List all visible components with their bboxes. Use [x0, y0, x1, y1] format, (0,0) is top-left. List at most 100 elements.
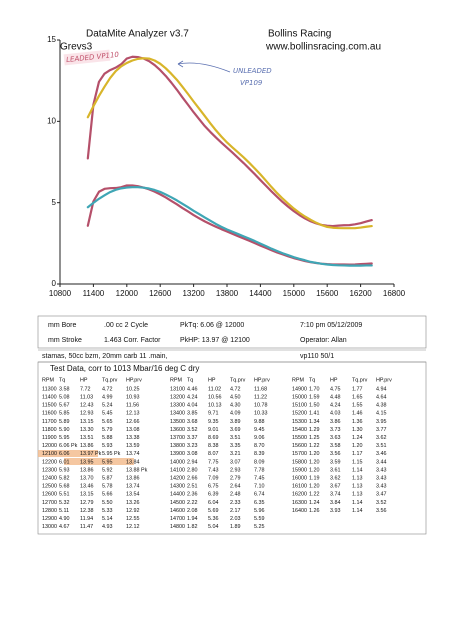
- table-cell: 3.07: [230, 459, 241, 465]
- x-tick-label: 13200: [182, 289, 205, 298]
- table-cell: 5.95: [102, 459, 113, 465]
- table-cell: 8.07: [208, 451, 219, 457]
- table-cell: 7.09: [208, 476, 219, 482]
- table-header: Tq: [309, 377, 315, 383]
- table-cell: 4.99: [102, 395, 113, 401]
- table-cell: 13.46: [80, 484, 94, 490]
- table-cell: 15400: [292, 427, 307, 433]
- table-cell: 12.93: [80, 411, 94, 417]
- table-cell: 8.69: [208, 435, 219, 441]
- table-cell: 3.44: [376, 459, 387, 465]
- table-cell: 13.84: [126, 459, 140, 465]
- table-cell: 3.95: [376, 419, 387, 425]
- table-cell: 7.78: [254, 467, 265, 473]
- table-cell: 13.08: [126, 427, 140, 433]
- table-cell: 1.36: [352, 419, 363, 425]
- table-cell: 2.51: [187, 484, 198, 490]
- table-cell: 10.93: [126, 395, 140, 401]
- table-cell: 6.75: [208, 484, 219, 490]
- table-cell: 16000: [292, 476, 307, 482]
- table-cell: 9.88: [254, 419, 265, 425]
- table-cell: 3.84: [330, 500, 341, 506]
- table-cell: 3.21: [230, 451, 241, 457]
- table-cell: 10.25: [126, 386, 140, 392]
- table-cell: 13.26: [126, 500, 140, 506]
- table-cell: 5.67: [59, 403, 70, 409]
- table-cell: 5.87: [102, 476, 113, 482]
- table-cell: 3.58: [330, 443, 341, 449]
- table-cell: 8.38: [208, 443, 219, 449]
- table-cell: 4.24: [187, 395, 198, 401]
- table-cell: 11.47: [80, 524, 93, 530]
- table-cell: 15900: [292, 467, 307, 473]
- table-cell: 10.13: [208, 403, 222, 409]
- table-cell: 1.59: [309, 395, 320, 401]
- table-cell: 12800: [42, 508, 57, 514]
- table-header: HP: [80, 377, 88, 383]
- table-cell: 9.71: [208, 411, 219, 417]
- table-cell: 11.68: [254, 386, 267, 392]
- table-cell: 1.24: [352, 435, 363, 441]
- table-cell: 6.74: [254, 492, 265, 498]
- annotation-arrow: [177, 60, 184, 68]
- table-cell: 13.51: [80, 435, 94, 441]
- table-cell: 12400: [42, 476, 57, 482]
- table-cell: 16200: [292, 492, 307, 498]
- table-cell: 8.39: [254, 451, 265, 457]
- table-cell: 5.24: [102, 403, 113, 409]
- table-cell: 6.06: [59, 451, 70, 457]
- table-cell: 13800: [170, 443, 185, 449]
- table-cell: 15300: [292, 419, 307, 425]
- table-cell: 12000: [42, 443, 57, 449]
- table-cell: 1.13: [352, 492, 363, 498]
- table-cell: 15500: [292, 435, 307, 441]
- table-cell: 2.66: [187, 476, 198, 482]
- table-cell: 13400: [170, 411, 185, 417]
- table-cell: 4.30: [230, 403, 241, 409]
- table-cell: 5.65: [102, 419, 113, 425]
- table-cell: 13900: [170, 451, 185, 457]
- table-cell: 1.24: [309, 500, 320, 506]
- table-cell: 13100: [170, 386, 185, 392]
- table-cell: 1.17: [352, 451, 363, 457]
- table-cell: 1.94: [187, 516, 198, 522]
- table-header: HP.prv: [376, 377, 392, 383]
- table-cell: 4.94: [376, 386, 387, 392]
- table-cell: 4.67: [59, 524, 70, 530]
- table-cell: 3.46: [376, 451, 387, 457]
- chart-title: DataMite Analyzer v3.7: [86, 29, 189, 40]
- table-cell: 7.72: [80, 386, 91, 392]
- table-cell: 2.79: [230, 476, 241, 482]
- table-cell: 1.46: [352, 411, 363, 417]
- info-text: Operator: Allan: [300, 337, 347, 344]
- table-cell: 8.70: [254, 443, 265, 449]
- table-cell: 13.30: [80, 427, 94, 433]
- table-cell: 12500: [42, 484, 57, 490]
- table-cell: 3.59: [330, 459, 341, 465]
- table-cell: 13300: [170, 403, 185, 409]
- table-cell: 5.95: [59, 435, 70, 441]
- table-cell: 5.92: [102, 467, 113, 473]
- table-cell: 1.20: [352, 443, 363, 449]
- table-cell: 13600: [170, 427, 185, 433]
- table-cell: 5.08: [59, 395, 70, 401]
- table-cell: 2.03: [230, 516, 241, 522]
- table-cell: 1.22: [309, 443, 320, 449]
- table-cell: 3.85: [187, 411, 198, 417]
- table-cell: 9.45: [254, 427, 265, 433]
- table-cell: 4.64: [376, 395, 387, 401]
- row-highlight: [64, 458, 134, 465]
- table-cell: 3.43: [376, 467, 387, 473]
- table-cell: 5.93: [59, 467, 70, 473]
- note: vp110 50/1: [300, 353, 334, 360]
- table-cell: 14600: [170, 508, 185, 514]
- table-cell: 1.14: [352, 467, 363, 473]
- table-cell: 12200: [42, 459, 57, 465]
- table-cell: 13.38: [126, 435, 140, 441]
- table-header: Tq.prv: [352, 377, 368, 383]
- info-text: mm Bore: [48, 322, 77, 329]
- y-tick-label: 5: [52, 198, 57, 207]
- table-cell: 6.35: [254, 500, 265, 506]
